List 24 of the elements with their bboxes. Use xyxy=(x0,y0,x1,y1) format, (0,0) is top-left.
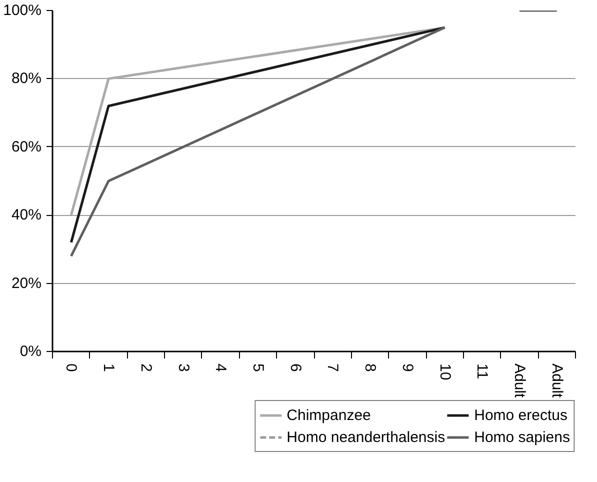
y-tick-label: 60% xyxy=(11,138,42,156)
x-tick-label: 9 xyxy=(398,364,416,372)
legend-label: Homo erectus xyxy=(474,406,568,424)
x-tick-label: 4 xyxy=(212,364,230,372)
y-tick-label: 80% xyxy=(11,70,42,88)
x-tick-label: 0 xyxy=(62,364,80,372)
x-tick-label: Adult xyxy=(510,364,528,399)
x-tick-label: 1 xyxy=(100,364,118,372)
x-tick-label: 10 xyxy=(436,364,454,380)
y-tick-label: 100% xyxy=(3,2,42,19)
x-tick-label: 2 xyxy=(137,364,154,372)
x-tick-label: 8 xyxy=(362,364,379,372)
legend-label: Chimpanzee xyxy=(286,406,371,424)
x-tick-label: 11 xyxy=(474,364,491,380)
y-tick-label: 40% xyxy=(11,206,42,224)
legend-label: Homo neanderthalensis xyxy=(286,428,446,446)
legend-label: Homo sapiens xyxy=(474,428,570,446)
y-tick-label: 0% xyxy=(20,343,42,360)
y-tick-label: 20% xyxy=(11,274,42,292)
x-tick-label: 7 xyxy=(324,364,342,372)
x-tick-label: 5 xyxy=(249,364,266,372)
x-tick-label: Adult xyxy=(548,364,566,399)
x-tick-label: 6 xyxy=(286,364,304,372)
x-tick-label: 3 xyxy=(174,364,192,372)
